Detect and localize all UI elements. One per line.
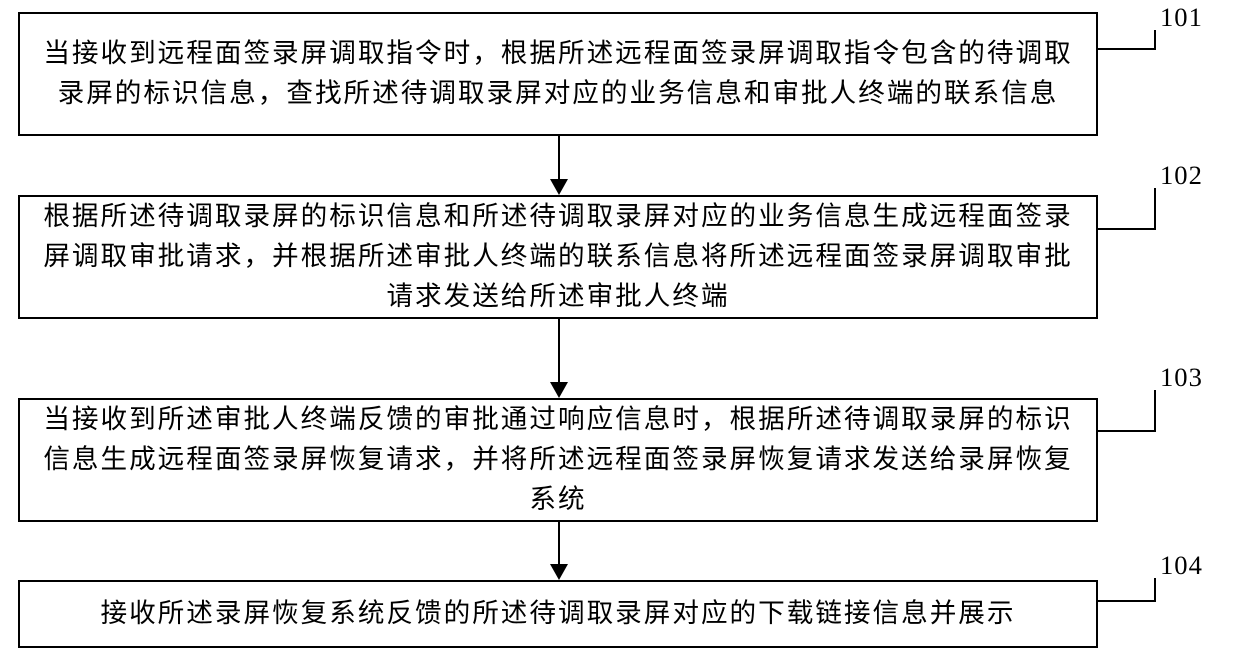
flow-step-103: 当接收到所述审批人终端反馈的审批通过响应信息时，根据所述待调取录屏的标识信息生成… (18, 398, 1098, 522)
connector-v (1154, 30, 1156, 50)
flow-step-104: 接收所述录屏恢复系统反馈的所述待调取录屏对应的下载链接信息并展示 (18, 580, 1098, 648)
flow-step-text: 接收所述录屏恢复系统反馈的所述待调取录屏对应的下载链接信息并展示 (101, 594, 1016, 634)
flow-step-101: 当接收到远程面签录屏调取指令时，根据所述远程面签录屏调取指令包含的待调取录屏的标… (18, 12, 1098, 136)
connector-h (1098, 600, 1156, 602)
step-ref-label: 101 (1160, 2, 1203, 33)
connector-h (1098, 228, 1156, 230)
connector-h (1098, 48, 1156, 50)
flow-arrow-head (550, 179, 568, 195)
connector-v (1154, 578, 1156, 602)
step-ref-label: 104 (1160, 550, 1203, 581)
flow-arrow (558, 522, 560, 564)
step-ref-label: 102 (1160, 160, 1203, 191)
connector-v (1154, 188, 1156, 230)
connector-v (1154, 390, 1156, 432)
flow-arrow-head (550, 382, 568, 398)
flow-step-102: 根据所述待调取录屏的标识信息和所述待调取录屏对应的业务信息生成远程面签录屏调取审… (18, 195, 1098, 319)
flowchart-canvas: 当接收到远程面签录屏调取指令时，根据所述远程面签录屏调取指令包含的待调取录屏的标… (0, 0, 1239, 666)
step-ref-label: 103 (1160, 362, 1203, 393)
flow-step-text: 当接收到所述审批人终端反馈的审批通过响应信息时，根据所述待调取录屏的标识信息生成… (30, 400, 1086, 520)
flow-arrow-head (550, 564, 568, 580)
connector-h (1098, 430, 1156, 432)
flow-arrow (558, 136, 560, 179)
flow-arrow (558, 319, 560, 382)
flow-step-text: 根据所述待调取录屏的标识信息和所述待调取录屏对应的业务信息生成远程面签录屏调取审… (30, 197, 1086, 317)
flow-step-text: 当接收到远程面签录屏调取指令时，根据所述远程面签录屏调取指令包含的待调取录屏的标… (30, 34, 1086, 114)
